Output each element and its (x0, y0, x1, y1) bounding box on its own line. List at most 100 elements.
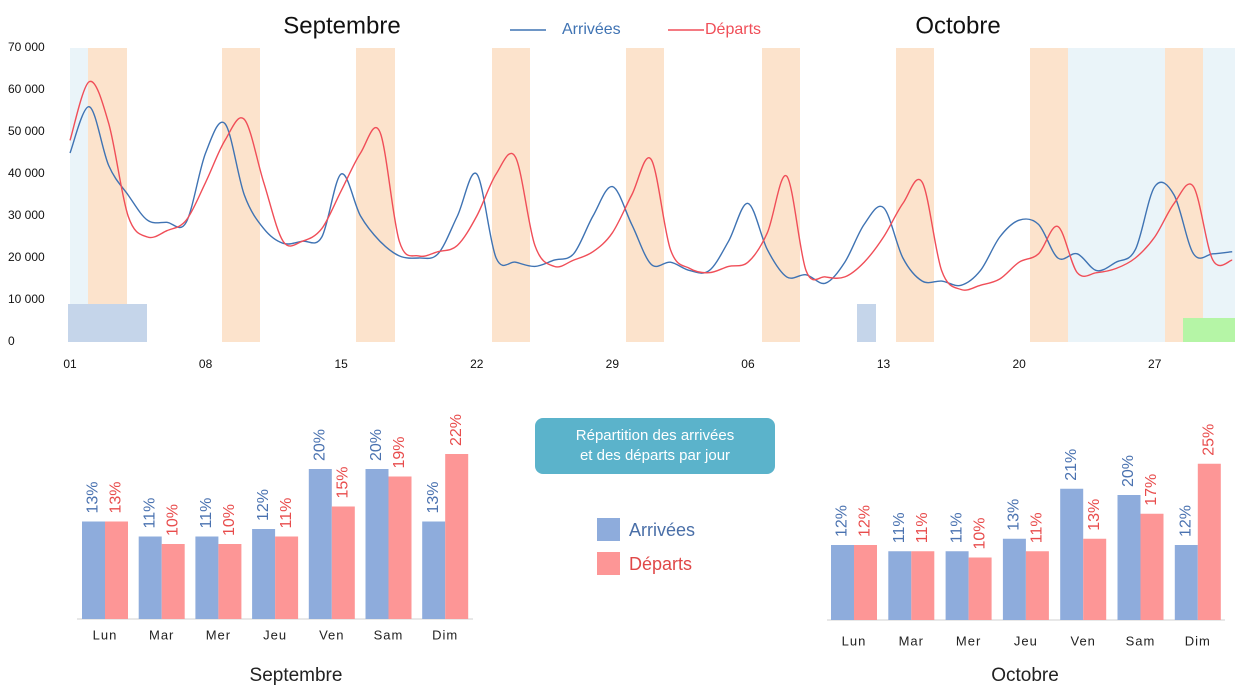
bar (161, 544, 185, 619)
weekend-band (88, 48, 127, 342)
y-tick-label: 60 000 (8, 82, 45, 96)
x-tick-label: 01 (63, 357, 77, 371)
legend-label: Départs (629, 554, 692, 574)
x-tick-label: Sam (1126, 633, 1156, 648)
x-tick-label: Ven (1070, 633, 1095, 648)
legend-swatch (597, 552, 620, 575)
weekend-band (492, 48, 530, 342)
y-tick-label: 70 000 (8, 40, 45, 54)
legend-label: Arrivées (562, 21, 621, 38)
bar (445, 454, 469, 619)
x-tick-label: Mar (149, 627, 174, 642)
y-tick-label: 40 000 (8, 166, 45, 180)
value-label: 13% (108, 481, 125, 513)
x-tick-label: Dim (432, 627, 458, 642)
legend-swatch (597, 518, 620, 541)
bar (1197, 463, 1221, 620)
bar (388, 476, 412, 619)
value-label: 13% (1006, 499, 1023, 531)
x-tick-label: Dim (1185, 633, 1211, 648)
background-shading (68, 48, 1235, 342)
y-tick-label: 20 000 (8, 250, 45, 264)
bar (911, 551, 935, 620)
bar (1060, 488, 1084, 620)
chart-title: Octobre (991, 665, 1059, 685)
x-tick-label: Lun (842, 633, 867, 648)
value-label: 12% (834, 505, 851, 537)
x-tick-label: Ven (319, 627, 344, 642)
bar (252, 529, 276, 619)
bar (945, 551, 969, 620)
legend-label: Départs (705, 21, 761, 38)
bar (1140, 513, 1164, 620)
bar (82, 521, 105, 619)
weekend-band (356, 48, 395, 342)
value-label: 13% (1086, 499, 1103, 531)
value-label: 13% (85, 481, 102, 513)
value-label: 11% (198, 498, 215, 529)
x-tick-label: 22 (470, 357, 484, 371)
period-shade (1068, 48, 1165, 342)
period-shade (1203, 48, 1235, 342)
holiday-block (68, 304, 147, 342)
value-label: 11% (891, 512, 908, 543)
value-label: 21% (1063, 449, 1080, 481)
x-tick-label: 15 (335, 357, 349, 371)
y-tick-label: 50 000 (8, 124, 45, 138)
x-tick-label: Mer (206, 627, 231, 642)
weekend-band (1030, 48, 1068, 342)
bar (195, 536, 219, 619)
x-tick-label: Lun (93, 627, 118, 642)
weekend-band (896, 48, 934, 342)
value-label: 12% (255, 489, 272, 521)
value-label: 20% (312, 429, 329, 461)
bar (1025, 551, 1049, 620)
value-label: 10% (221, 504, 238, 536)
x-tick-label: 27 (1148, 357, 1162, 371)
bar (1002, 538, 1026, 620)
value-label: 15% (335, 466, 352, 498)
value-label: 12% (857, 505, 874, 537)
annotation-box: Répartition des arrivées et des départs … (535, 418, 775, 474)
x-tick-label: 06 (741, 357, 755, 371)
x-tick-label: Jeu (263, 627, 287, 642)
bar (422, 521, 446, 619)
x-tick-label: 13 (877, 357, 891, 371)
legend-label: Arrivées (629, 520, 695, 540)
bar (1174, 545, 1198, 620)
bar (138, 536, 162, 619)
value-label: 20% (1120, 455, 1137, 487)
x-tick-label: Mar (899, 633, 924, 648)
bar (218, 544, 242, 619)
value-label: 12% (1178, 505, 1195, 537)
bar (365, 469, 389, 619)
value-label: 11% (948, 512, 965, 543)
bar (1117, 495, 1141, 620)
weekend-band (222, 48, 260, 342)
holiday-block (1183, 318, 1235, 342)
value-label: 13% (425, 481, 442, 513)
x-tick-label: Jeu (1014, 633, 1038, 648)
series-line (69, 106, 1233, 287)
value-label: 11% (914, 512, 931, 543)
chart-title: Septembre (250, 665, 343, 685)
x-tick-label: Sam (374, 627, 404, 642)
bar (831, 545, 854, 620)
value-label: 10% (971, 517, 988, 549)
series-line (69, 80, 1233, 291)
bar (275, 536, 299, 619)
bar (888, 551, 912, 620)
period-shade (70, 48, 88, 342)
x-tick-label: 08 (199, 357, 213, 371)
value-label: 17% (1143, 474, 1160, 506)
value-label: 22% (448, 414, 465, 446)
month-label: Septembre (283, 12, 400, 39)
value-label: 20% (368, 429, 385, 461)
bar (968, 557, 992, 620)
x-tick-label: Mer (956, 633, 981, 648)
bar (331, 506, 355, 619)
value-label: 11% (141, 498, 158, 529)
x-tick-label: 29 (606, 357, 620, 371)
